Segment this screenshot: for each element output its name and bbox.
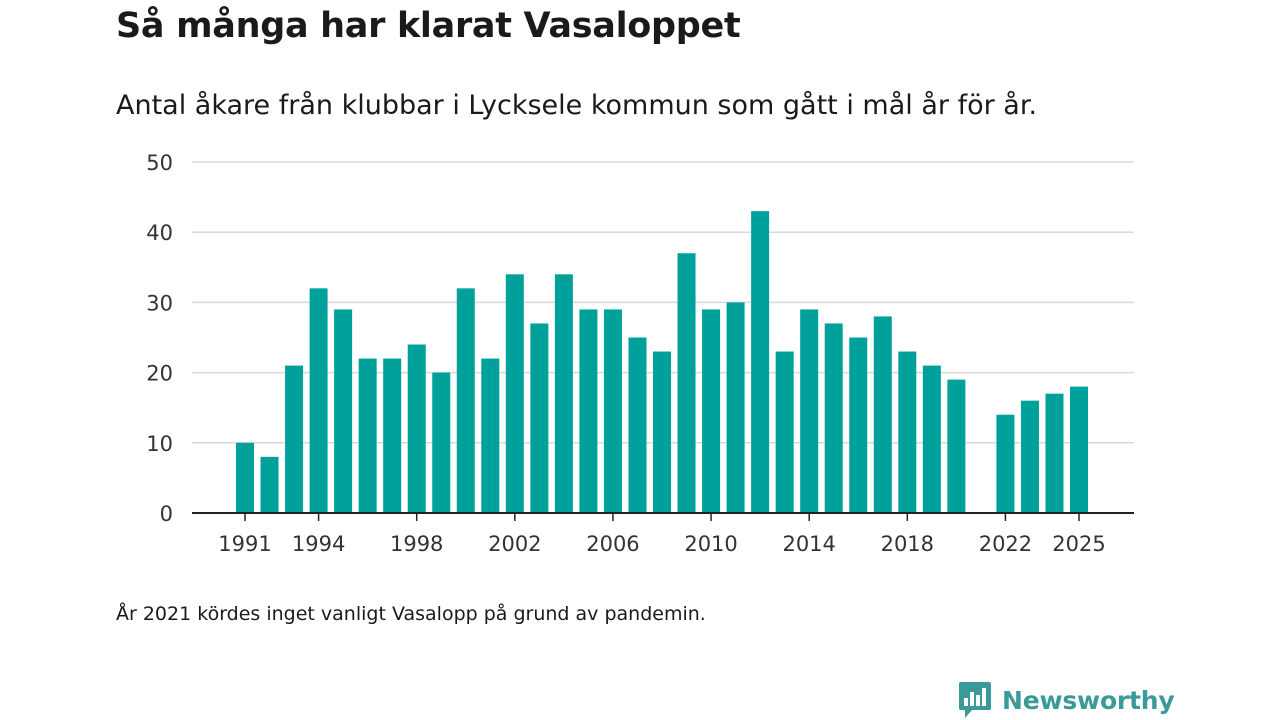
chart-title: Så många har klarat Vasaloppet [116,6,741,46]
y-tick-label: 20 [146,362,173,386]
bar-2005 [579,309,598,513]
x-tick-label: 2025 [1052,532,1105,556]
x-tick-label: 2018 [881,532,934,556]
bar-2012 [751,211,770,513]
y-axis: 0 10 20 30 40 50 [146,151,173,526]
x-tick-label: 2010 [684,532,737,556]
x-tick-label: 2002 [488,532,541,556]
bar-2020 [947,379,966,513]
x-tick-label: 2014 [782,532,835,556]
bar-2018 [898,351,917,513]
bar-2008 [653,351,672,513]
bar-1991 [236,442,254,513]
bar-2025 [1070,386,1089,513]
bar-1999 [432,372,451,513]
bar-1995 [334,309,353,513]
bar-1996 [358,358,377,513]
bar-2022 [996,414,1015,513]
bar-2023 [1020,400,1039,513]
bar-2010 [702,309,721,513]
bar-2013 [775,351,794,513]
bar-1997 [383,358,402,513]
x-tick-label: 2022 [979,532,1032,556]
bar-2011 [726,302,745,513]
bar-2014 [800,309,819,513]
bar-2007 [628,337,647,513]
bar-1994 [309,288,328,513]
chart-subtitle: Antal åkare från klubbar i Lycksele komm… [116,90,1038,121]
bar-1993 [285,365,304,513]
bar-series [236,211,1089,513]
bar-2004 [554,274,573,513]
bar-2001 [481,358,500,513]
y-tick-label: 40 [146,221,173,245]
bar-2016 [849,337,868,513]
y-tick-label: 50 [146,151,173,175]
x-tick-label: 2006 [586,532,639,556]
bar-2019 [922,365,941,513]
x-tick-label: 1998 [390,532,443,556]
bar-1992 [260,456,279,513]
bar-2009 [677,253,696,513]
bar-2000 [456,288,475,513]
x-axis: 1991 1994 1998 2002 2006 2010 2014 2018 2022 2025 [218,513,1106,556]
y-tick-label: 0 [160,502,173,526]
y-tick-label: 10 [146,432,173,456]
brand-name: Newsworthy [1002,685,1175,715]
bar-2006 [603,309,622,513]
bar-2024 [1045,393,1064,513]
bar-2017 [873,316,892,513]
bar-1998 [407,344,426,513]
footnote: År 2021 kördes inget vanligt Vasalopp på… [116,603,706,625]
bar-2002 [505,274,524,513]
brand-logo[interactable]: Newsworthy [958,680,1175,720]
x-tick-label: 1994 [292,532,345,556]
newsworthy-logo-icon [959,682,991,718]
x-tick-label: 1991 [218,532,271,556]
bar-chart: 1991 1994 1998 2002 2006 2010 2014 2018 2022 2025… [146,151,1134,556]
bar-2003 [530,323,549,513]
y-tick-label: 30 [146,291,173,315]
bar-2015 [824,323,843,513]
